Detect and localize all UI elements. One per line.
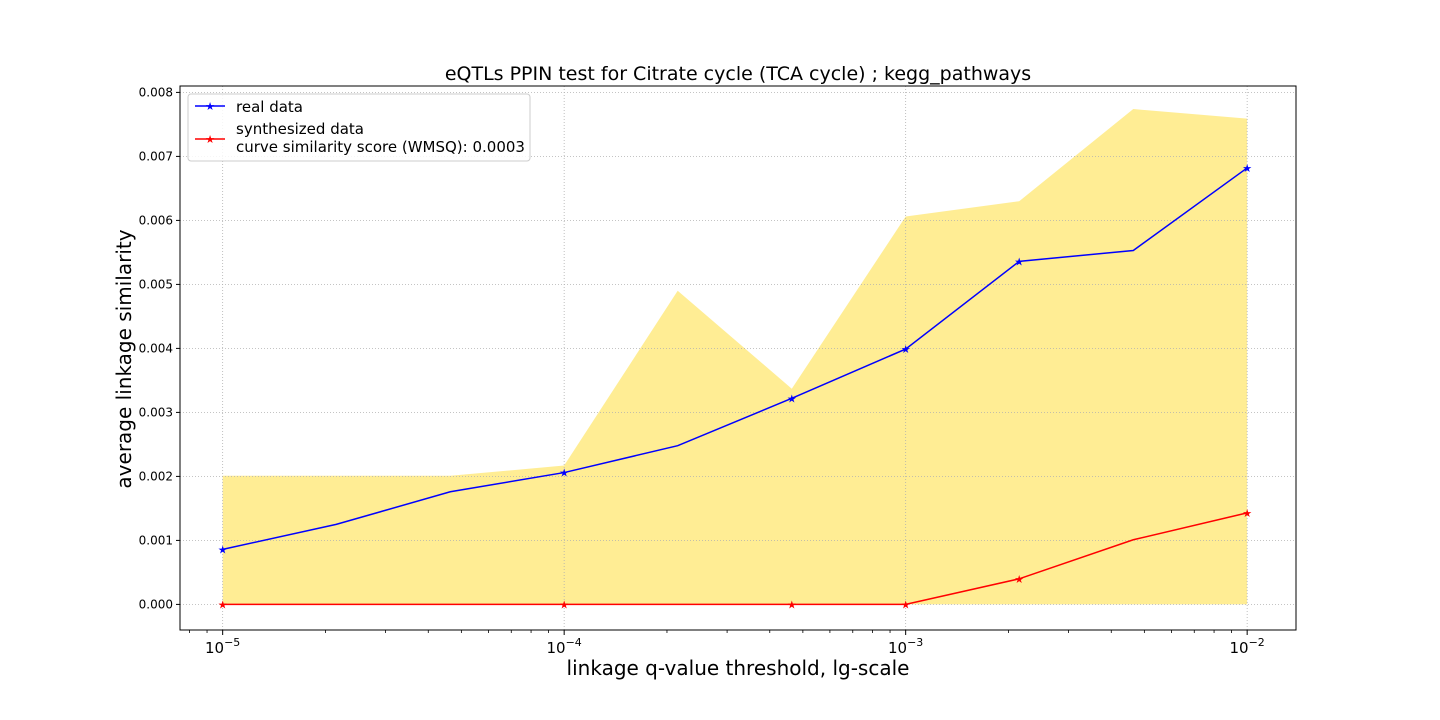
y-tick-label: 0.000 xyxy=(139,597,173,611)
legend-label-real-data: real data xyxy=(236,98,303,116)
y-tick-label: 0.002 xyxy=(139,469,173,483)
data-point-marker: ★ xyxy=(1242,162,1252,175)
data-point-marker: ★ xyxy=(1242,507,1252,520)
data-point-marker: ★ xyxy=(787,392,797,405)
plot-area: ★ ★ ★ ★ ★ ★ ★ ★ ★ ★ ★ ★ 0.000 0.001 0.002 0.003 0.004 0.0… xyxy=(139,85,1297,657)
y-tick-label: 0.003 xyxy=(139,405,173,419)
y-axis-title: average linkage similarity xyxy=(112,229,136,488)
x-tick-label: 10−5 xyxy=(205,636,240,657)
legend-marker-synthesized-data: ★ xyxy=(205,133,215,146)
legend-marker-real-data: ★ xyxy=(205,100,215,113)
data-point-marker: ★ xyxy=(901,598,911,611)
data-point-marker: ★ xyxy=(218,598,228,611)
data-point-marker: ★ xyxy=(787,598,797,611)
legend-label-synthesized-data: synthesized data xyxy=(236,120,364,138)
chart-title: eQTLs PPIN test for Citrate cycle (TCA c… xyxy=(445,63,1031,85)
y-tick-label: 0.005 xyxy=(139,277,173,291)
y-tick-label: 0.008 xyxy=(139,85,173,99)
legend-box xyxy=(187,93,531,162)
data-point-marker: ★ xyxy=(218,543,228,556)
series-line-0 xyxy=(222,167,1248,551)
legend: ★ real data ★ synthesized data curve sim… xyxy=(187,93,531,162)
x-tick-label: 10−3 xyxy=(888,636,923,657)
data-point-marker: ★ xyxy=(559,467,569,480)
y-tick-label: 0.004 xyxy=(139,341,173,355)
y-tick-label: 0.001 xyxy=(139,533,173,547)
data-point-marker: ★ xyxy=(1014,573,1024,586)
y-tick-label: 0.006 xyxy=(139,213,173,227)
series-line-1 xyxy=(222,512,1248,606)
axes-frame xyxy=(179,85,1297,631)
x-tick-label: 10−4 xyxy=(547,636,582,657)
x-axis-title: linkage q-value threshold, lg-scale xyxy=(567,656,910,680)
x-tick-label: 10−2 xyxy=(1230,636,1265,657)
legend-label-wmsq-score: curve similarity score (WMSQ): 0.0003 xyxy=(236,138,525,156)
data-point-marker: ★ xyxy=(901,343,911,356)
data-point-marker: ★ xyxy=(1014,255,1024,268)
data-point-marker: ★ xyxy=(559,598,569,611)
confidence-band xyxy=(222,109,1248,605)
y-tick-label: 0.007 xyxy=(139,149,173,163)
